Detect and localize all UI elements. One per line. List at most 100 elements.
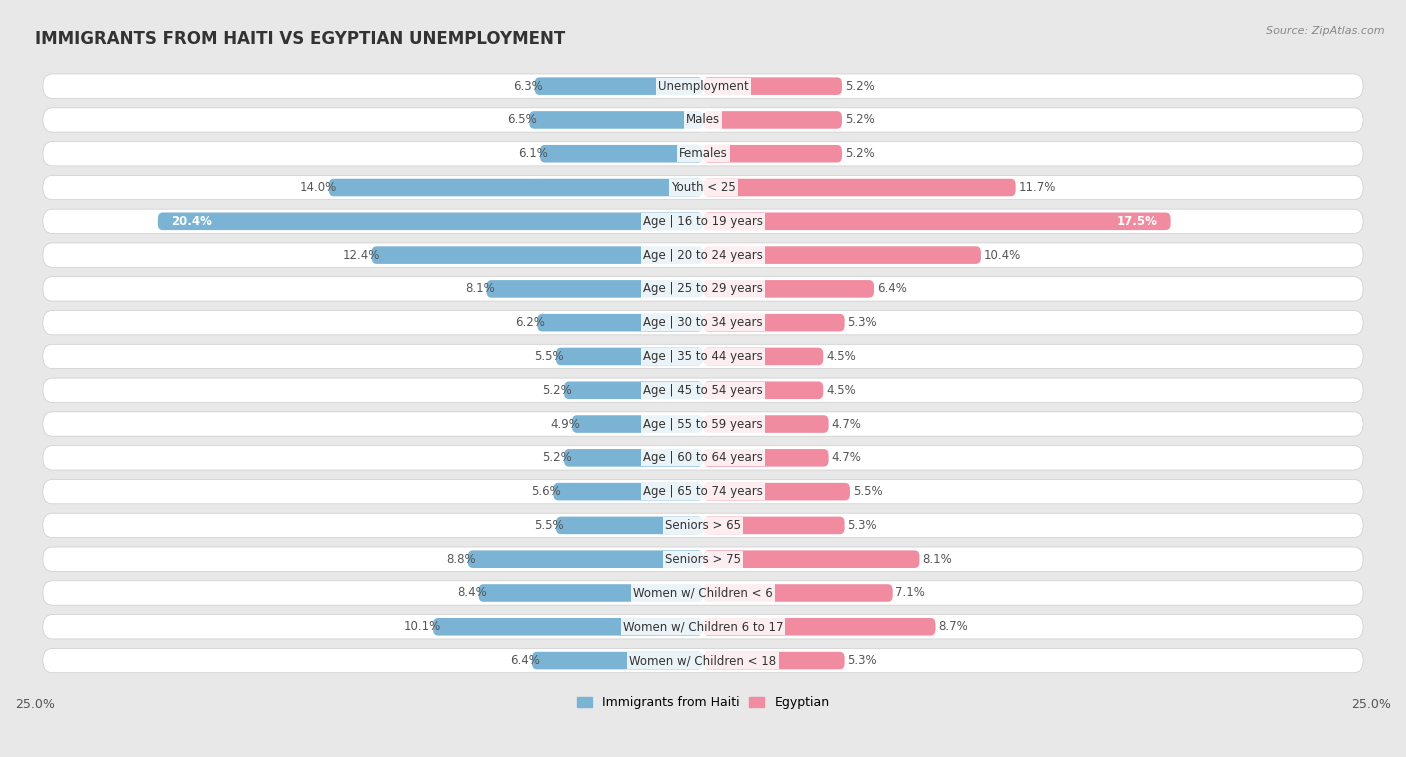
Text: 7.1%: 7.1% (896, 587, 925, 600)
Text: Females: Females (679, 147, 727, 160)
FancyBboxPatch shape (703, 584, 893, 602)
FancyBboxPatch shape (44, 479, 1362, 504)
Text: 4.9%: 4.9% (550, 418, 581, 431)
FancyBboxPatch shape (703, 111, 842, 129)
FancyBboxPatch shape (703, 179, 1015, 196)
FancyBboxPatch shape (703, 516, 845, 534)
Text: 8.7%: 8.7% (938, 620, 967, 634)
FancyBboxPatch shape (44, 378, 1362, 403)
FancyBboxPatch shape (703, 382, 824, 399)
Text: 5.5%: 5.5% (852, 485, 883, 498)
Text: Seniors > 65: Seniors > 65 (665, 519, 741, 532)
Text: Women w/ Children < 6: Women w/ Children < 6 (633, 587, 773, 600)
FancyBboxPatch shape (703, 618, 935, 636)
Text: Age | 65 to 74 years: Age | 65 to 74 years (643, 485, 763, 498)
Text: 5.3%: 5.3% (848, 654, 877, 667)
Text: 12.4%: 12.4% (342, 248, 380, 262)
Text: Women w/ Children 6 to 17: Women w/ Children 6 to 17 (623, 620, 783, 634)
FancyBboxPatch shape (703, 314, 845, 332)
Text: 11.7%: 11.7% (1018, 181, 1056, 194)
Text: 10.1%: 10.1% (404, 620, 441, 634)
FancyBboxPatch shape (564, 382, 703, 399)
FancyBboxPatch shape (44, 412, 1362, 436)
FancyBboxPatch shape (44, 107, 1362, 132)
Text: 5.3%: 5.3% (848, 316, 877, 329)
FancyBboxPatch shape (44, 176, 1362, 200)
Text: Age | 60 to 64 years: Age | 60 to 64 years (643, 451, 763, 464)
Text: 8.4%: 8.4% (457, 587, 486, 600)
Text: 5.3%: 5.3% (848, 519, 877, 532)
Text: 5.2%: 5.2% (845, 79, 875, 92)
FancyBboxPatch shape (478, 584, 703, 602)
FancyBboxPatch shape (534, 77, 703, 95)
FancyBboxPatch shape (44, 581, 1362, 605)
FancyBboxPatch shape (703, 449, 828, 466)
FancyBboxPatch shape (44, 277, 1362, 301)
Text: Seniors > 75: Seniors > 75 (665, 553, 741, 565)
FancyBboxPatch shape (44, 547, 1362, 572)
FancyBboxPatch shape (157, 213, 703, 230)
Text: Women w/ Children < 18: Women w/ Children < 18 (630, 654, 776, 667)
FancyBboxPatch shape (554, 483, 703, 500)
FancyBboxPatch shape (540, 145, 703, 163)
Text: 14.0%: 14.0% (299, 181, 337, 194)
Text: 5.2%: 5.2% (543, 451, 572, 464)
FancyBboxPatch shape (44, 649, 1362, 673)
Text: 8.1%: 8.1% (465, 282, 495, 295)
FancyBboxPatch shape (44, 243, 1362, 267)
Text: 5.2%: 5.2% (845, 114, 875, 126)
Text: 4.5%: 4.5% (825, 350, 856, 363)
FancyBboxPatch shape (555, 347, 703, 365)
FancyBboxPatch shape (703, 246, 981, 264)
Text: 5.2%: 5.2% (543, 384, 572, 397)
Text: 5.6%: 5.6% (531, 485, 561, 498)
FancyBboxPatch shape (44, 446, 1362, 470)
Text: Males: Males (686, 114, 720, 126)
Text: 5.5%: 5.5% (534, 350, 564, 363)
FancyBboxPatch shape (371, 246, 703, 264)
Text: 6.3%: 6.3% (513, 79, 543, 92)
Text: 6.5%: 6.5% (508, 114, 537, 126)
Text: 6.4%: 6.4% (877, 282, 907, 295)
Text: 4.5%: 4.5% (825, 384, 856, 397)
Text: IMMIGRANTS FROM HAITI VS EGYPTIAN UNEMPLOYMENT: IMMIGRANTS FROM HAITI VS EGYPTIAN UNEMPL… (35, 30, 565, 48)
FancyBboxPatch shape (564, 449, 703, 466)
Text: Age | 35 to 44 years: Age | 35 to 44 years (643, 350, 763, 363)
Text: 20.4%: 20.4% (172, 215, 212, 228)
FancyBboxPatch shape (703, 213, 1171, 230)
Text: Age | 20 to 24 years: Age | 20 to 24 years (643, 248, 763, 262)
Text: Age | 30 to 34 years: Age | 30 to 34 years (643, 316, 763, 329)
Text: Age | 45 to 54 years: Age | 45 to 54 years (643, 384, 763, 397)
FancyBboxPatch shape (703, 77, 842, 95)
FancyBboxPatch shape (572, 416, 703, 433)
Text: 6.4%: 6.4% (510, 654, 540, 667)
Text: 5.2%: 5.2% (845, 147, 875, 160)
FancyBboxPatch shape (703, 416, 828, 433)
FancyBboxPatch shape (529, 111, 703, 129)
Text: 17.5%: 17.5% (1116, 215, 1157, 228)
Text: Age | 25 to 29 years: Age | 25 to 29 years (643, 282, 763, 295)
FancyBboxPatch shape (703, 550, 920, 568)
Legend: Immigrants from Haiti, Egyptian: Immigrants from Haiti, Egyptian (572, 691, 834, 714)
Text: Youth < 25: Youth < 25 (671, 181, 735, 194)
FancyBboxPatch shape (537, 314, 703, 332)
FancyBboxPatch shape (44, 209, 1362, 233)
FancyBboxPatch shape (433, 618, 703, 636)
FancyBboxPatch shape (486, 280, 703, 298)
Text: Source: ZipAtlas.com: Source: ZipAtlas.com (1267, 26, 1385, 36)
Text: 10.4%: 10.4% (984, 248, 1021, 262)
FancyBboxPatch shape (703, 652, 845, 669)
FancyBboxPatch shape (703, 280, 875, 298)
Text: 4.7%: 4.7% (831, 418, 860, 431)
FancyBboxPatch shape (44, 344, 1362, 369)
FancyBboxPatch shape (555, 516, 703, 534)
FancyBboxPatch shape (703, 145, 842, 163)
Text: Age | 55 to 59 years: Age | 55 to 59 years (643, 418, 763, 431)
FancyBboxPatch shape (329, 179, 703, 196)
FancyBboxPatch shape (44, 74, 1362, 98)
FancyBboxPatch shape (703, 347, 824, 365)
Text: 6.1%: 6.1% (519, 147, 548, 160)
FancyBboxPatch shape (44, 615, 1362, 639)
FancyBboxPatch shape (44, 310, 1362, 335)
Text: Age | 16 to 19 years: Age | 16 to 19 years (643, 215, 763, 228)
